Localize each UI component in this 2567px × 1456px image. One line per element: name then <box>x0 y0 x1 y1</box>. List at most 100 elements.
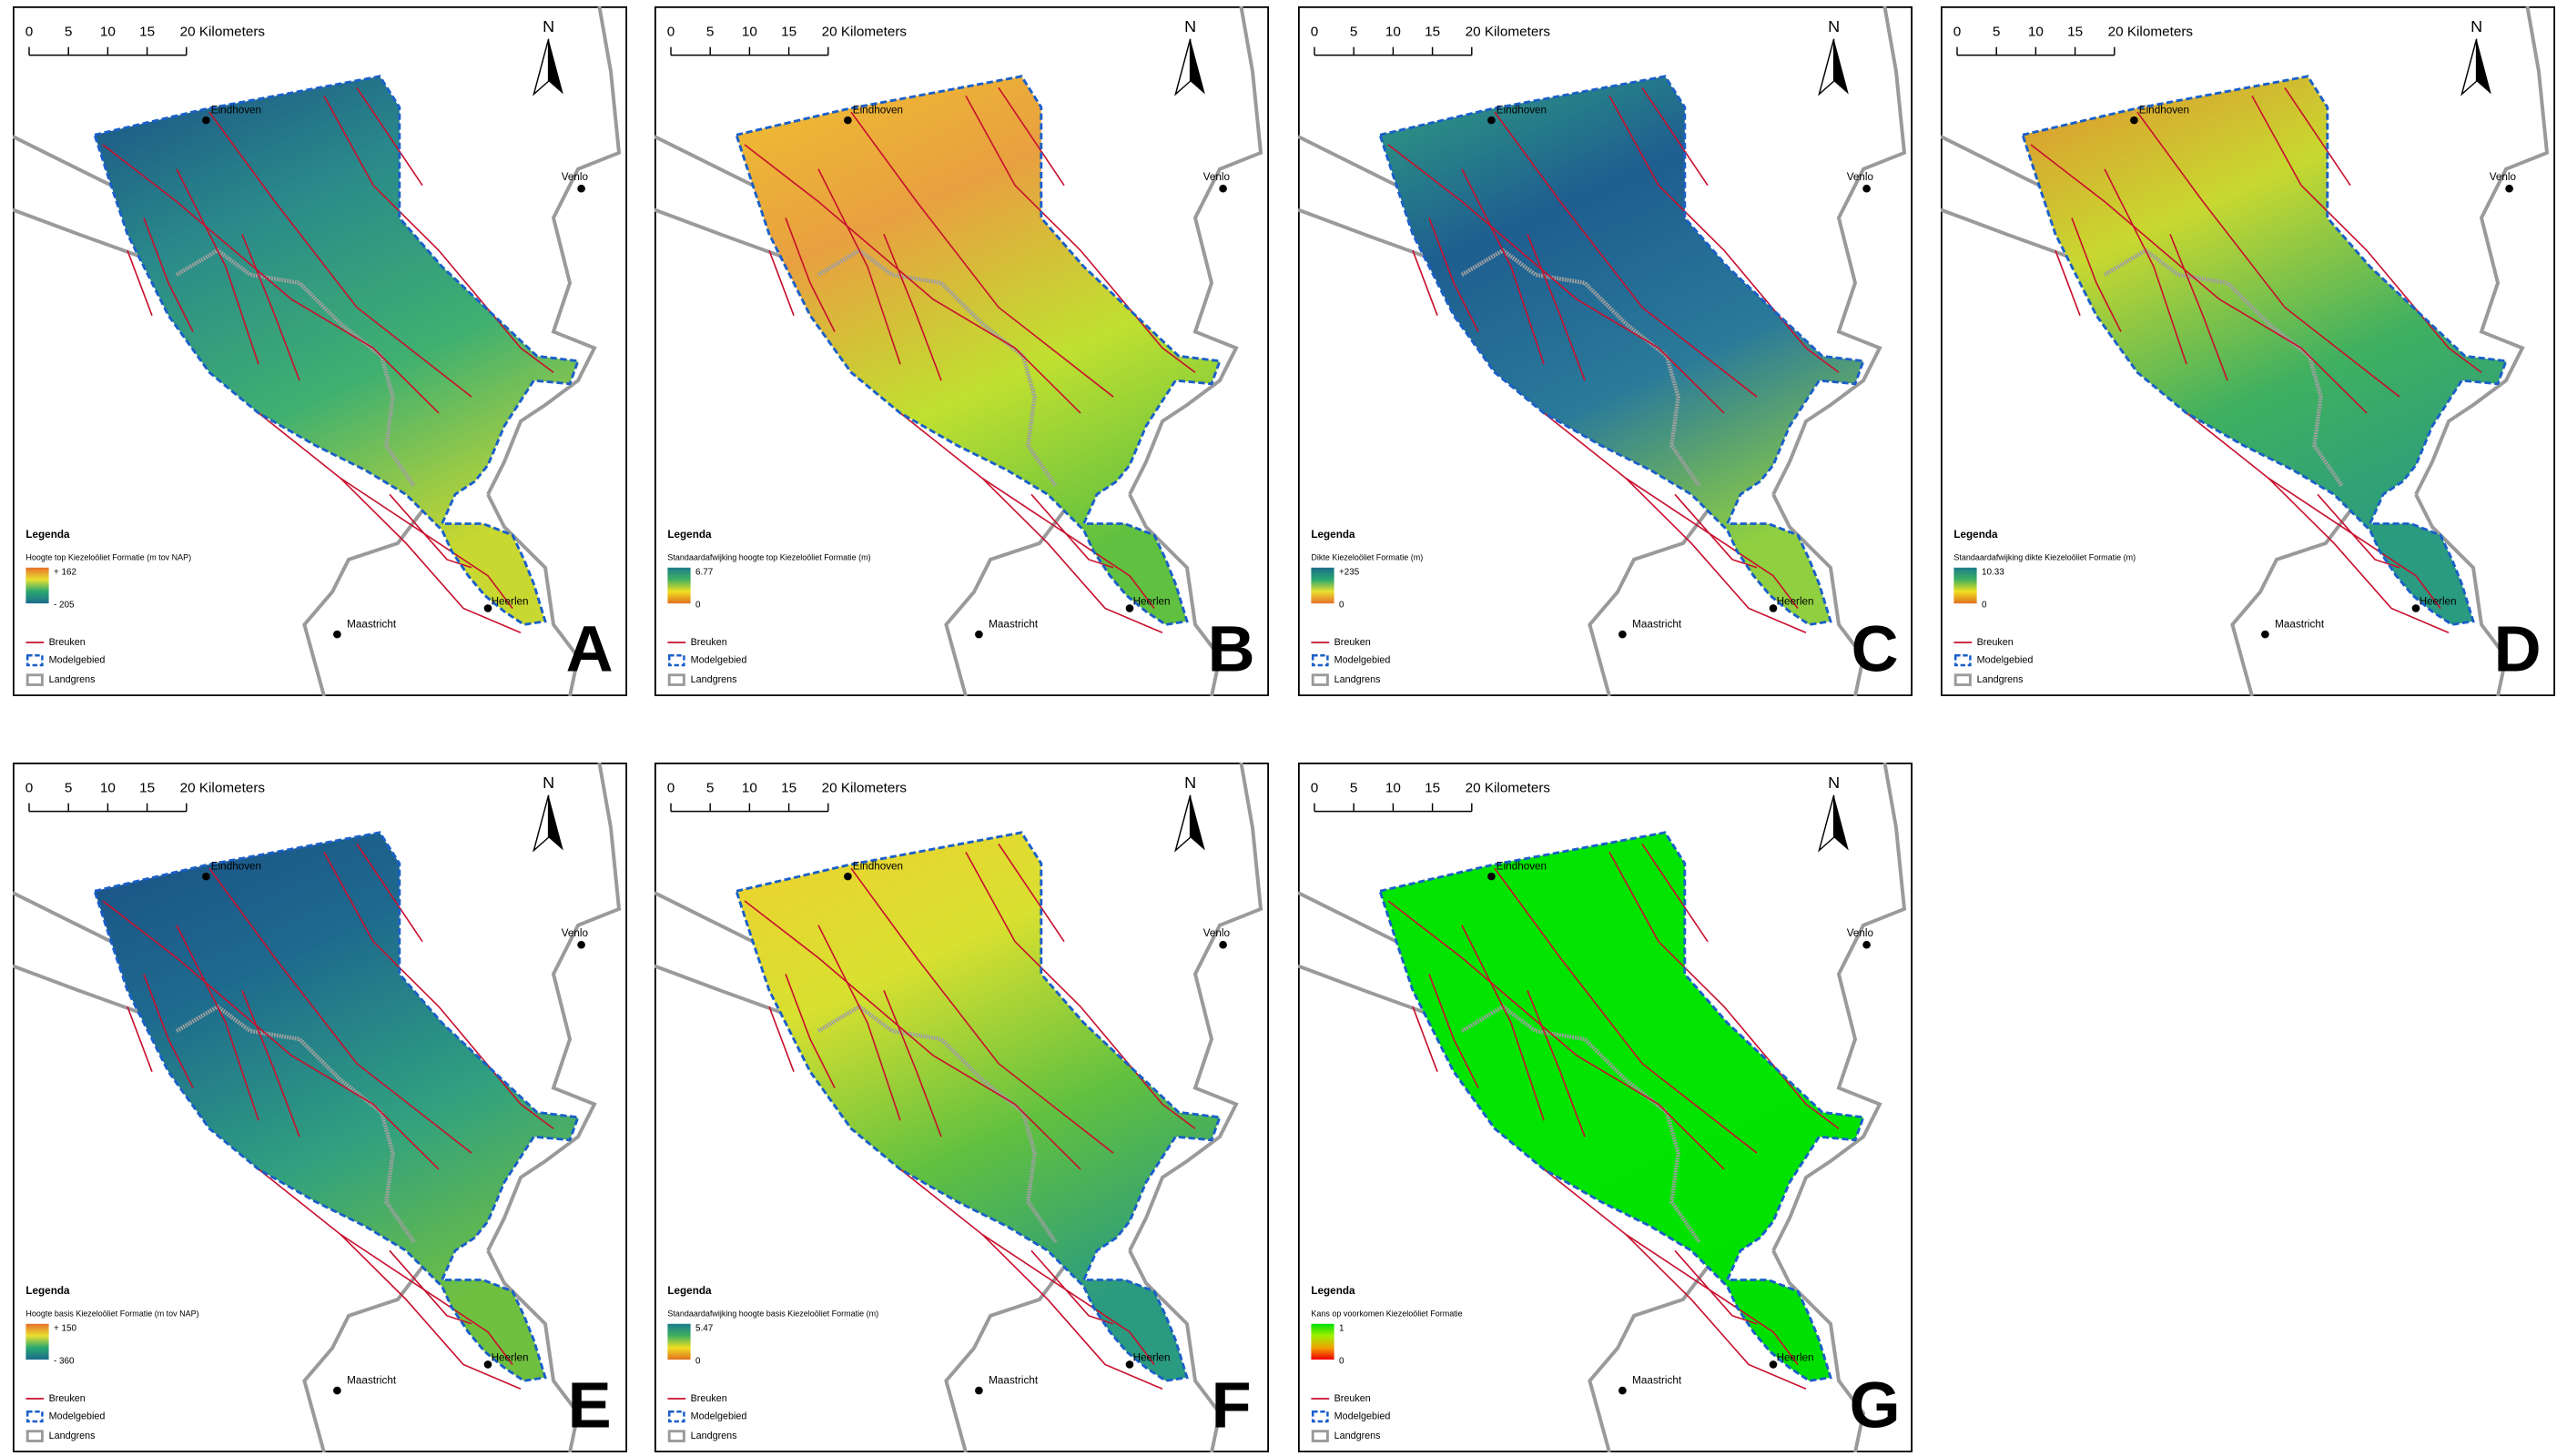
inner-border <box>1460 1004 1701 1244</box>
fault <box>1428 217 1479 332</box>
fault <box>965 851 1196 1129</box>
north-arrow <box>548 794 563 851</box>
map-panel: Eindhoven Venlo Maastricht Heerlen 0 5 10 15 20 … <box>13 763 627 1452</box>
city-label: Eindhoven <box>2139 105 2189 116</box>
scale-label: 10 <box>742 781 757 796</box>
fault <box>127 1006 153 1072</box>
north-label: N <box>1828 17 1840 35</box>
model-area <box>95 832 578 1381</box>
fault <box>883 233 942 381</box>
legend-heading: Legenda <box>1311 529 1355 541</box>
scale-label: 15 <box>781 781 796 796</box>
inner-border <box>817 248 1058 488</box>
legend-min: 0 <box>1339 1357 1344 1367</box>
fault <box>981 1233 1163 1390</box>
north-label: N <box>1828 774 1840 792</box>
city-label: Heerlen <box>492 595 529 607</box>
legend-item: Landgrens <box>691 674 737 685</box>
fault <box>2055 249 2081 316</box>
city-label: Heerlen <box>1777 595 1814 607</box>
fault <box>1625 477 1807 634</box>
model-boundary <box>93 831 580 1382</box>
scale-label: 10 <box>1385 25 1401 40</box>
legend-item: Modelgebied <box>49 655 106 666</box>
legend-swatch <box>1311 567 1334 604</box>
city-label: Eindhoven <box>211 105 261 116</box>
legend-min: 0 <box>695 1357 701 1367</box>
legend-max: + 162 <box>54 568 76 578</box>
fault <box>1625 1233 1807 1390</box>
model-boundary <box>1378 831 1865 1382</box>
city-label: Maastricht <box>989 618 1039 630</box>
country-border <box>1128 6 1263 496</box>
fault <box>2169 233 2228 381</box>
scale-label: 10 <box>100 781 116 796</box>
north-arrow <box>548 38 563 95</box>
scale-label: 20 Kilometers <box>1466 25 1551 40</box>
fault <box>965 95 1196 373</box>
city-label: Maastricht <box>989 1374 1039 1386</box>
city-dot <box>1487 116 1496 125</box>
fault <box>340 477 522 634</box>
fault <box>356 86 423 187</box>
scale-label: 20 Kilometers <box>822 781 908 796</box>
map-panel: Eindhoven Venlo Maastricht Heerlen 0 5 10 15 20 … <box>13 6 627 696</box>
fault <box>768 1006 795 1072</box>
fault <box>143 217 194 332</box>
fault <box>1674 1249 1758 1325</box>
scale-label: 5 <box>65 781 73 796</box>
country-border <box>2414 493 2509 696</box>
city-dot <box>1862 184 1871 193</box>
map-panel: Eindhoven Venlo Maastricht Heerlen 0 5 10 15 20 … <box>1941 6 2555 696</box>
legend-item: Breuken <box>49 1393 86 1404</box>
country-border <box>486 1249 581 1452</box>
fault <box>1428 974 1479 1088</box>
city-dot <box>1618 630 1627 639</box>
legend-max: 6.77 <box>695 568 713 578</box>
legend-item: Landgrens <box>1977 674 2024 685</box>
city-dot <box>1769 1360 1778 1369</box>
legend-heading: Legenda <box>1953 529 1998 541</box>
fault <box>143 974 194 1088</box>
scale-label: 5 <box>65 25 73 40</box>
fault <box>340 1233 522 1390</box>
fault <box>785 974 836 1088</box>
legend-item: Modelgebied <box>1334 655 1391 666</box>
north-arrow <box>1190 794 1205 851</box>
inner-border <box>175 248 416 488</box>
city-dot <box>1125 604 1134 612</box>
fault <box>176 168 259 365</box>
legend-item: Modelgebied <box>691 1411 747 1422</box>
scale-label: 15 <box>2067 25 2083 40</box>
model-boundary <box>1378 75 1865 626</box>
fault <box>2071 217 2122 332</box>
scale-label: 10 <box>742 25 757 40</box>
city-dot <box>975 630 983 639</box>
legend-border <box>25 673 44 686</box>
scale-label: 20 Kilometers <box>180 25 266 40</box>
city-label: Venlo <box>1203 171 1230 183</box>
country-border <box>2414 6 2550 496</box>
legend-min: 0 <box>1339 601 1344 611</box>
country-border <box>1771 763 1907 1252</box>
fault <box>899 1168 1155 1365</box>
legend-model <box>25 654 44 667</box>
fault <box>2136 111 2400 398</box>
legend-max: +235 <box>1339 568 1360 578</box>
legend-heading: Legenda <box>667 1285 712 1297</box>
legend-border <box>25 1430 44 1442</box>
legend-item: Breuken <box>49 637 86 648</box>
fault <box>1674 493 1758 569</box>
country-border <box>1298 891 1397 944</box>
legend-item: Landgrens <box>691 1431 737 1441</box>
panel-letter: G <box>1850 1370 1901 1442</box>
scale-label: 20 Kilometers <box>822 25 908 40</box>
legend-item: Breuken <box>691 637 727 648</box>
scale-label: 15 <box>139 25 155 40</box>
scale-label: 0 <box>1311 25 1319 40</box>
scale-label: 20 Kilometers <box>1466 781 1551 796</box>
scale-label: 0 <box>667 25 675 40</box>
city-dot <box>2505 184 2513 193</box>
legend-model <box>1311 654 1329 667</box>
city-dot <box>1769 604 1778 612</box>
